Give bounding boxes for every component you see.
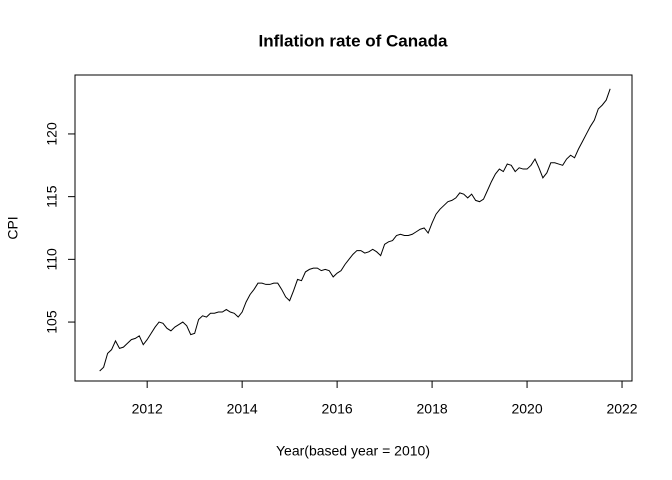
chart-title: Inflation rate of Canada [259, 31, 448, 50]
y-tick-label: 110 [44, 248, 60, 271]
x-axis-label: Year(based year = 2010) [276, 443, 430, 459]
data-line [99, 88, 611, 372]
x-tick-label: 2012 [132, 401, 163, 417]
x-tick-label: 2014 [227, 401, 258, 417]
x-tick-label: 2016 [322, 401, 353, 417]
y-tick-label: 120 [44, 122, 60, 146]
x-tick-label: 2018 [417, 401, 448, 417]
x-tick-label: 2022 [606, 401, 637, 417]
x-tick-label: 2020 [511, 401, 542, 417]
y-axis-label: CPI [5, 216, 21, 239]
y-tick-label: 115 [44, 185, 60, 208]
y-tick-label: 105 [44, 310, 60, 334]
